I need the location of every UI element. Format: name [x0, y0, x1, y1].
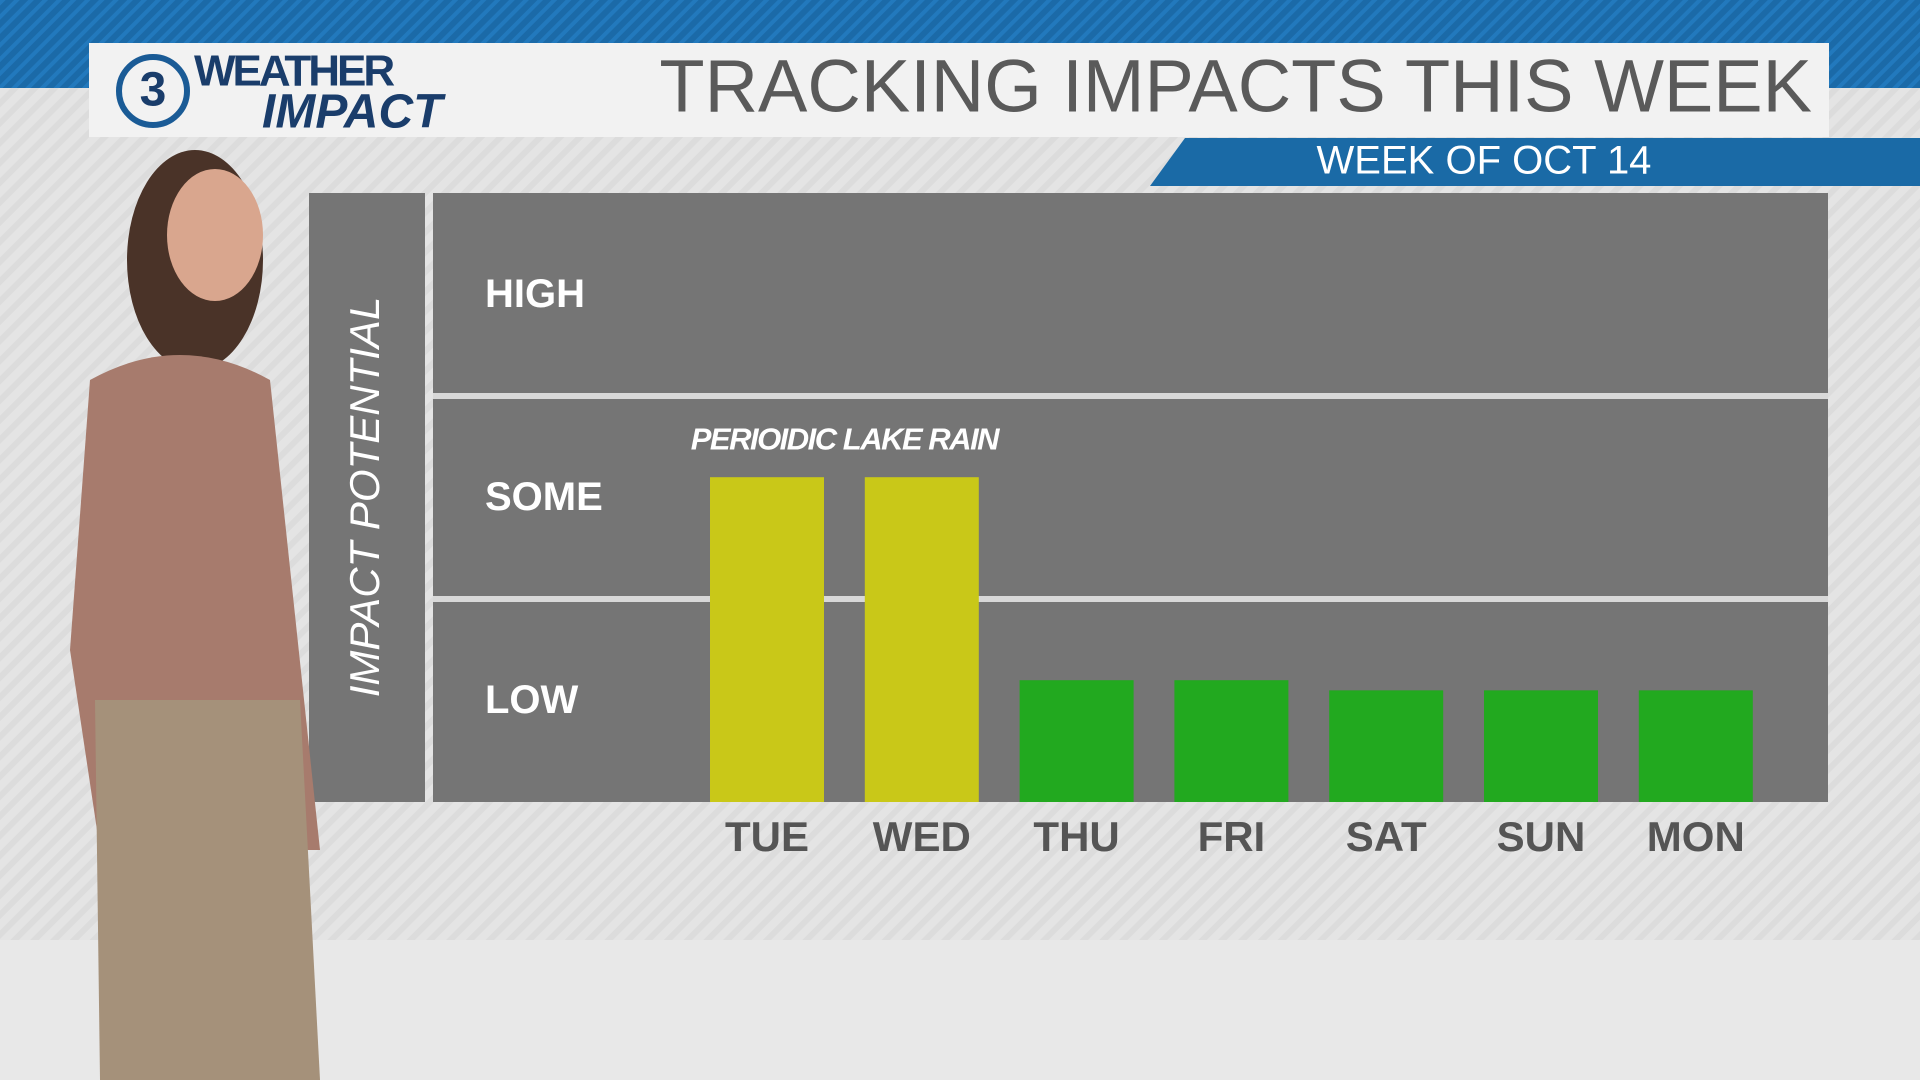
x-tick-label: MON [1647, 813, 1745, 860]
annotation: PERIOIDIC LAKE RAIN [691, 421, 1000, 456]
y-tick-label: HIGH [485, 272, 585, 316]
x-tick-label: SUN [1497, 813, 1586, 860]
chart-title: TRACKING IMPACTS THIS WEEK [659, 45, 1812, 128]
subtitle-band [1150, 138, 1920, 186]
floor [0, 940, 1920, 1080]
y-axis-label: IMPACT POTENTIAL [341, 297, 388, 698]
y-tick-label: LOW [485, 678, 579, 722]
logo-word: WEATHER [194, 47, 394, 96]
x-tick-label: SAT [1346, 813, 1427, 860]
bar [710, 477, 824, 802]
chart-subtitle: WEEK OF OCT 14 [1317, 139, 1652, 183]
logo-ring [116, 54, 190, 128]
band-separator [433, 596, 1828, 602]
x-tick-label: WED [873, 813, 971, 860]
bar [1638, 690, 1753, 802]
logo-word: IMPACT [262, 86, 446, 139]
bar [1019, 680, 1134, 802]
bar [1174, 680, 1289, 802]
logo-number: 3 [140, 64, 167, 117]
x-tick-label: TUE [725, 813, 809, 860]
bar [864, 477, 979, 802]
title-box [89, 43, 1829, 137]
y-label-box [309, 193, 425, 802]
x-tick-label: THU [1033, 813, 1119, 860]
y-tick-label: SOME [485, 475, 603, 519]
x-tick-label: FRI [1198, 813, 1266, 860]
band-separator [433, 393, 1828, 399]
bar [1329, 690, 1444, 802]
presenter [70, 150, 320, 1080]
bar [1484, 690, 1598, 802]
